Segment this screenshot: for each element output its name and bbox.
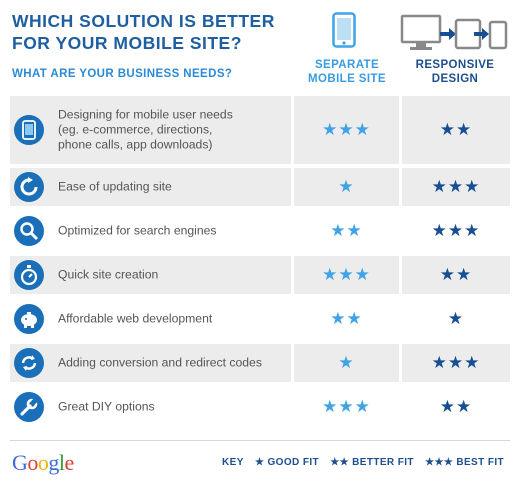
rating-responsive: ★★★ (431, 177, 481, 196)
search-icon (14, 216, 44, 246)
rating-separate: ★★★ (322, 397, 371, 416)
google-logo: Google (12, 450, 74, 475)
phone-icon (14, 115, 44, 145)
table-row: Adding conversion and redirect codes ★ ★… (10, 344, 510, 382)
table-row: Quick site creation ★★★ ★★ (10, 256, 510, 294)
wrench-icon (14, 392, 44, 422)
rating-separate: ★★★ (322, 265, 371, 284)
key-better-fit: ★★ BETTER FIT (330, 457, 414, 468)
row-label: Affordable web development (58, 311, 213, 326)
responsive-devices-icon (400, 14, 508, 50)
legend-key: KEY ★ GOOD FIT ★★ BETTER FIT ★★★ BEST FI… (222, 457, 512, 468)
row-label: Optimized for search engines (58, 223, 217, 238)
redirect-icon (14, 348, 44, 378)
rating-responsive: ★★ (439, 120, 473, 139)
rating-separate: ★★ (330, 221, 363, 240)
rating-responsive: ★★ (439, 265, 473, 284)
title-line-1: WHICH SOLUTION IS BETTER (12, 11, 275, 31)
row-label: Quick site creation (58, 267, 159, 282)
rating-separate: ★★★ (322, 120, 371, 139)
table-row: Designing for mobile user needs (eg. e-c… (10, 96, 510, 164)
row-label: Ease of updating site (58, 179, 172, 194)
table-row: Optimized for search engines ★★ ★★★ (10, 212, 510, 250)
rating-separate: ★ (338, 177, 355, 196)
piggy-bank-icon (14, 304, 44, 334)
row-label: Adding conversion and redirect codes (58, 355, 262, 370)
key-label: KEY (222, 457, 244, 468)
footer-divider (10, 440, 510, 441)
stopwatch-icon (14, 260, 44, 290)
table-row: Ease of updating site ★ ★★★ (10, 168, 510, 206)
subtitle: WHAT ARE YOUR BUSINESS NEEDS? (12, 68, 233, 80)
rating-separate: ★ (338, 353, 355, 372)
key-good-fit: ★ GOOD FIT (254, 457, 320, 468)
refresh-icon (14, 172, 44, 202)
mobile-phone-icon (332, 12, 356, 48)
page-title: WHICH SOLUTION IS BETTER FOR YOUR MOBILE… (12, 10, 312, 54)
key-best-fit: ★★★ BEST FIT (425, 457, 505, 468)
row-label: Great DIY options (58, 399, 155, 414)
rating-separate: ★★ (330, 309, 363, 328)
rating-responsive: ★ (447, 309, 465, 328)
rating-responsive: ★★★ (431, 221, 481, 240)
rating-responsive: ★★ (439, 397, 473, 416)
column-header-separate-mobile-site: SEPARATE MOBILE SITE (308, 59, 386, 85)
row-label: Designing for mobile user needs (eg. e-c… (58, 107, 233, 152)
table-row: Great DIY options ★★★ ★★ (10, 388, 510, 426)
title-line-2: FOR YOUR MOBILE SITE? (12, 33, 242, 53)
column-header-responsive-design: RESPONSIVE DESIGN (415, 59, 495, 85)
table-row: Affordable web development ★★ ★ (10, 300, 510, 338)
rating-responsive: ★★★ (431, 353, 481, 372)
